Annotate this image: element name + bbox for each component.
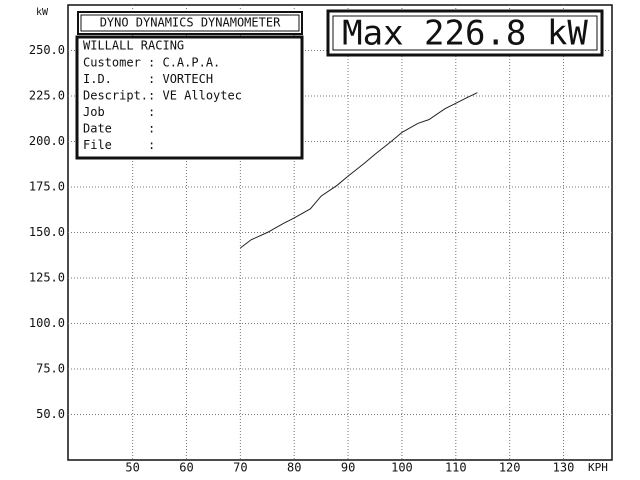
y-axis-unit: kW — [36, 7, 49, 18]
x-tick-label: 130 — [553, 461, 575, 475]
x-tick-label: 90 — [341, 461, 355, 475]
y-tick-label: 75.0 — [36, 362, 65, 376]
title-box — [77, 11, 303, 35]
x-tick-label: 70 — [233, 461, 247, 475]
title-box-inner — [80, 14, 300, 32]
max-box-inner — [332, 15, 598, 51]
x-tick-label: 50 — [125, 461, 139, 475]
power-curve — [240, 92, 478, 249]
x-tick-label: 60 — [179, 461, 193, 475]
info-box — [75, 35, 304, 160]
y-tick-label: 225.0 — [29, 89, 65, 103]
x-tick-label: 120 — [499, 461, 521, 475]
max-box — [326, 9, 604, 57]
x-tick-label: 100 — [391, 461, 413, 475]
y-tick-label: 250.0 — [29, 43, 65, 57]
info-title: DYNO DYNAMICS DYNAMOMETER — [100, 16, 281, 30]
info-field: I.D. : VORTECH — [83, 72, 213, 86]
y-tick-label: 125.0 — [29, 271, 65, 285]
x-tick-label: 110 — [445, 461, 467, 475]
y-tick-label: 200.0 — [29, 134, 65, 148]
info-field: Descript.: VE Alloytec — [83, 89, 242, 103]
info-field: Job : — [83, 105, 155, 119]
x-tick-label: 80 — [287, 461, 301, 475]
x-axis-unit: KPH — [588, 461, 608, 474]
company: WILLALL RACING — [83, 39, 184, 53]
info-field: File : — [83, 138, 155, 152]
y-tick-label: 150.0 — [29, 225, 65, 239]
y-tick-label: 100.0 — [29, 316, 65, 330]
y-tick-label: 175.0 — [29, 180, 65, 194]
info-field: Customer : C.A.P.A. — [83, 56, 220, 70]
y-tick-label: 50.0 — [36, 407, 65, 421]
info-field: Date : — [83, 122, 155, 136]
max-power: Max 226.8 kW — [342, 14, 588, 54]
